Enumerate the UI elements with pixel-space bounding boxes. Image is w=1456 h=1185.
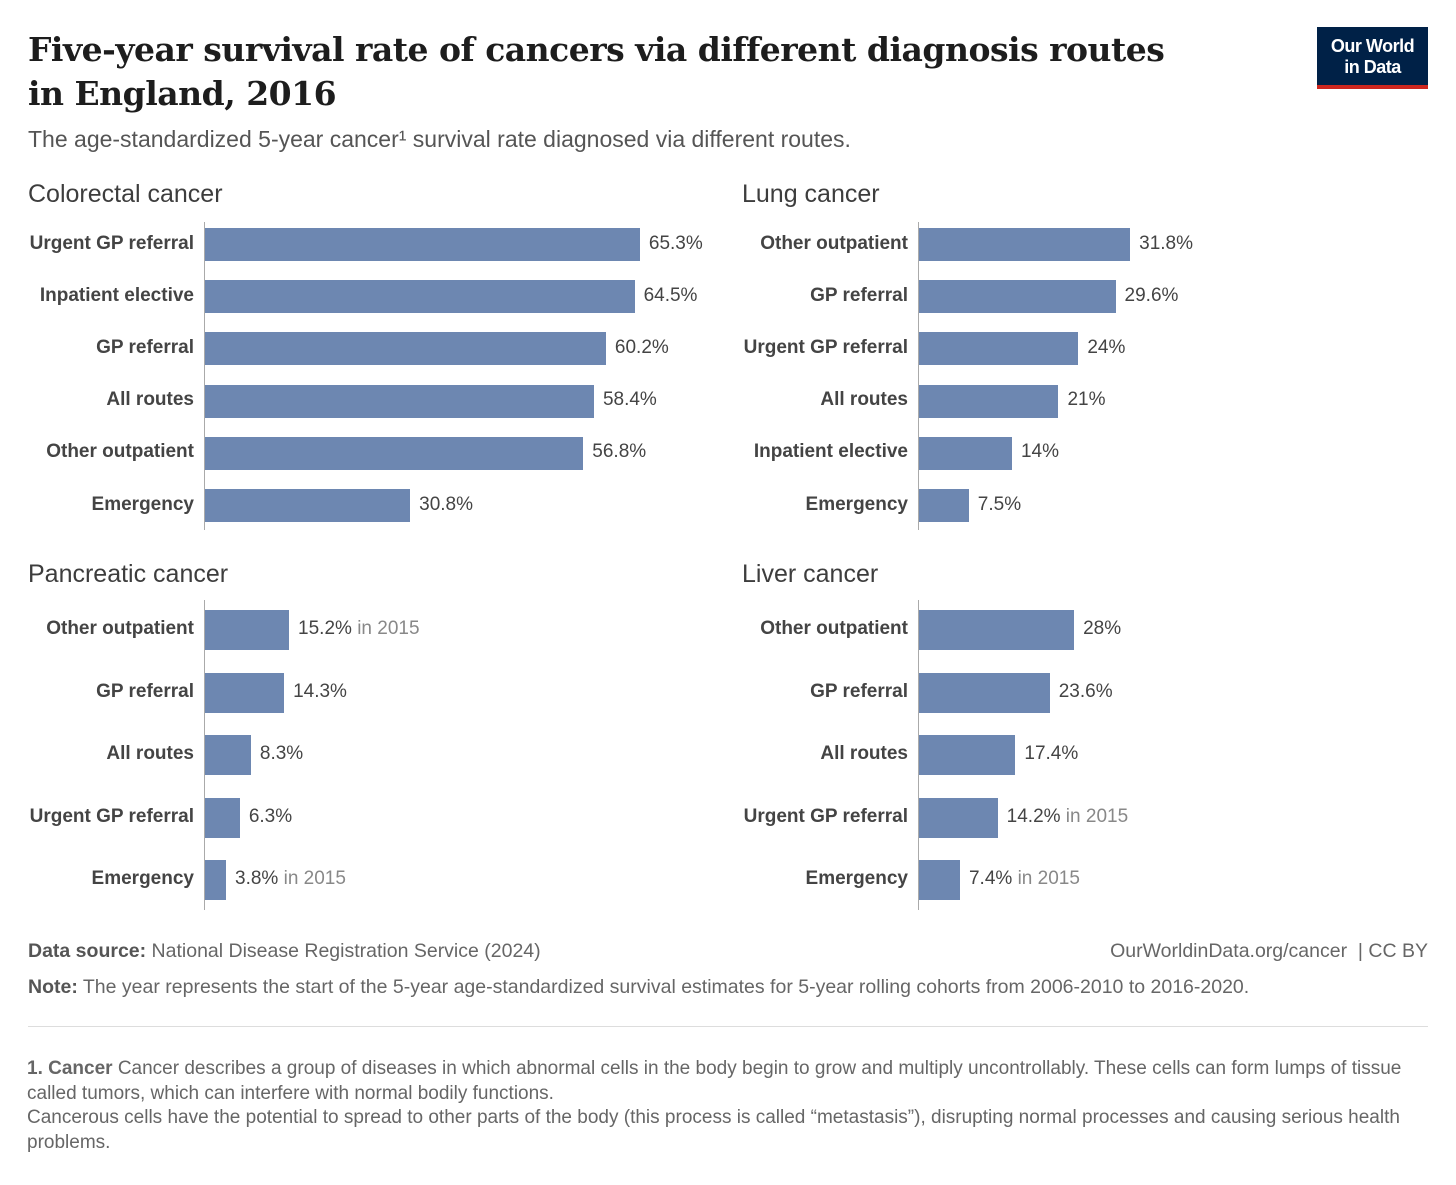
note: Note: The year represents the start of t… xyxy=(28,976,1250,998)
bar[interactable] xyxy=(205,610,290,650)
footnote: 1. Cancer Cancer describes a group of di… xyxy=(27,1058,1402,1153)
category-label: GP referral xyxy=(96,680,194,702)
data-label: 29.6% xyxy=(1124,284,1179,306)
bar[interactable] xyxy=(205,280,635,314)
data-label: 6.3% xyxy=(248,805,293,827)
panel-title: Lung cancer xyxy=(742,180,880,208)
data-label: 56.8% xyxy=(592,441,647,463)
data-label: 58.4% xyxy=(602,389,657,411)
bar[interactable] xyxy=(919,384,1059,418)
owid-logo[interactable]: Our World in Data xyxy=(1317,27,1428,89)
category-label: Emergency xyxy=(91,868,194,890)
category-label: Other outpatient xyxy=(46,618,194,639)
data-label: 15.2% in 2015 xyxy=(298,618,420,639)
panel-title: Liver cancer xyxy=(742,560,879,588)
data-label: 7.4% in 2015 xyxy=(968,868,1080,890)
data-label: 17.4% xyxy=(1024,743,1079,765)
data-label: 8.3% xyxy=(259,743,304,765)
bar[interactable] xyxy=(919,228,1131,261)
category-label: Inpatient elective xyxy=(753,441,908,463)
bar[interactable] xyxy=(919,332,1079,366)
category-label: All routes xyxy=(106,743,194,765)
data-label: 60.2% xyxy=(614,336,669,358)
bar[interactable] xyxy=(205,228,640,261)
category-label: Urgent GP referral xyxy=(29,232,194,254)
data-source: Data source: National Disease Registrati… xyxy=(28,940,541,962)
category-label: GP referral xyxy=(810,284,908,306)
bar[interactable] xyxy=(205,797,240,838)
category-label: GP referral xyxy=(96,336,194,358)
data-label: 28% xyxy=(1083,618,1122,639)
bar[interactable] xyxy=(205,332,606,366)
data-label: 14.2% in 2015 xyxy=(1006,805,1129,827)
category-label: Emergency xyxy=(805,868,908,890)
bar[interactable] xyxy=(919,672,1050,713)
y-axis-line xyxy=(918,222,919,530)
bar[interactable] xyxy=(205,735,251,776)
chart-title: Five-year survival rate of cancers via d… xyxy=(28,30,1165,113)
bar[interactable] xyxy=(919,735,1016,776)
category-label: Urgent GP referral xyxy=(743,336,908,358)
bar[interactable] xyxy=(205,436,584,470)
category-label: All routes xyxy=(106,389,194,411)
bar[interactable] xyxy=(919,797,998,838)
year-note: in 2015 xyxy=(278,868,346,890)
y-axis-line xyxy=(204,600,205,910)
y-axis-line xyxy=(918,600,919,910)
category-label: Emergency xyxy=(91,493,194,515)
category-label: All routes xyxy=(820,389,908,411)
bar[interactable] xyxy=(919,860,960,901)
bar[interactable] xyxy=(919,489,969,522)
bar[interactable] xyxy=(919,436,1012,470)
data-label: 64.5% xyxy=(643,284,698,306)
year-note: in 2015 xyxy=(1012,868,1080,890)
y-axis-line xyxy=(204,222,205,530)
category-label: GP referral xyxy=(810,680,908,702)
data-label: 21% xyxy=(1067,389,1106,411)
bar[interactable] xyxy=(205,860,226,901)
data-label: 23.6% xyxy=(1058,680,1113,702)
panel-title: Pancreatic cancer xyxy=(28,560,229,588)
data-label: 31.8% xyxy=(1139,232,1194,254)
bar[interactable] xyxy=(919,610,1075,650)
year-note: in 2015 xyxy=(351,618,420,639)
year-note: in 2015 xyxy=(1060,805,1129,827)
data-label: 24% xyxy=(1087,336,1126,358)
chart-subtitle: The age-standardized 5-year cancer¹ surv… xyxy=(28,126,851,152)
bar[interactable] xyxy=(205,384,594,418)
data-label: 65.3% xyxy=(648,232,703,254)
data-label: 14% xyxy=(1020,441,1059,463)
bar[interactable] xyxy=(919,280,1116,314)
data-label: 3.8% in 2015 xyxy=(235,868,346,890)
panel-title: Colorectal cancer xyxy=(28,180,223,208)
category-label: Other outpatient xyxy=(760,232,908,254)
bar[interactable] xyxy=(205,489,411,522)
category-label: Other outpatient xyxy=(760,618,908,639)
data-label: 7.5% xyxy=(977,493,1022,515)
category-label: Emergency xyxy=(805,493,908,515)
source-link[interactable]: OurWorldinData.org/cancer | CC BY xyxy=(1110,940,1428,962)
data-label: 14.3% xyxy=(293,680,347,702)
category-label: Urgent GP referral xyxy=(743,805,908,827)
category-label: Other outpatient xyxy=(46,441,194,463)
category-label: Urgent GP referral xyxy=(29,805,194,827)
category-label: Inpatient elective xyxy=(39,284,194,306)
bar[interactable] xyxy=(205,672,285,713)
divider xyxy=(28,1026,1428,1027)
category-label: All routes xyxy=(820,743,908,765)
data-label: 30.8% xyxy=(419,493,473,515)
